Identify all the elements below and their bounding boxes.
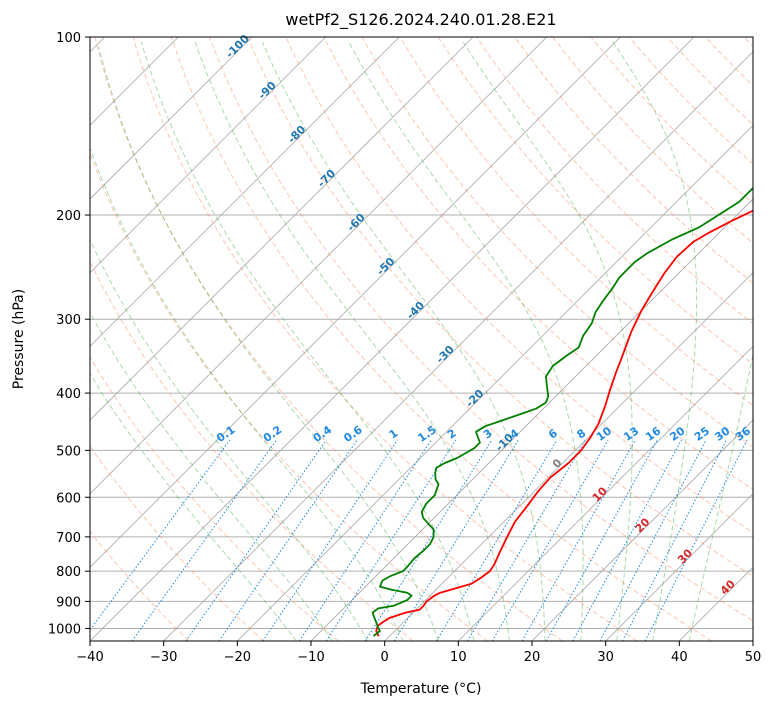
isotherm-line bbox=[90, 37, 547, 495]
mixing-ratio-line bbox=[621, 439, 727, 641]
x-tick-label: 30 bbox=[597, 650, 614, 665]
mixing-ratio-line bbox=[218, 439, 358, 641]
x-tick-label: −30 bbox=[150, 650, 177, 665]
moist-adiabat-line bbox=[688, 352, 753, 641]
dry-adiabat-line bbox=[170, 37, 712, 641]
dry-adiabat-line bbox=[552, 37, 753, 244]
isotherm-line bbox=[237, 124, 753, 641]
x-tick-label: 20 bbox=[524, 650, 541, 665]
dry-adiabat-line bbox=[361, 37, 753, 448]
y-tick-label: 100 bbox=[56, 31, 81, 46]
x-tick-label: −10 bbox=[297, 650, 324, 665]
temperature-profile-line bbox=[375, 209, 753, 637]
moist-adiabat-line bbox=[90, 311, 333, 641]
mixing-ratio-line bbox=[467, 439, 586, 641]
y-tick-label: 400 bbox=[56, 387, 81, 402]
x-tick-label: −20 bbox=[224, 650, 251, 665]
dry-adiabat-line bbox=[285, 37, 753, 534]
mixing-ratio-line bbox=[298, 439, 432, 641]
chart-series bbox=[371, 186, 753, 637]
isotherm-line bbox=[458, 345, 753, 641]
plot-area bbox=[90, 37, 753, 641]
mixing-ratio-line bbox=[393, 439, 519, 641]
chart-axes: −40 −30 −20 −10 0 10 20 30 40 50 100 200 300 400 500 60… bbox=[48, 31, 761, 665]
plot-background bbox=[90, 37, 753, 641]
isotherm-line bbox=[752, 640, 753, 641]
isotherm-line bbox=[90, 37, 400, 347]
x-tick-label: 40 bbox=[671, 650, 688, 665]
y-tick-label: 900 bbox=[56, 595, 81, 610]
dry-adiabat-line bbox=[437, 37, 753, 365]
isotherm-line bbox=[531, 419, 753, 641]
y-tick-label: 800 bbox=[56, 565, 81, 580]
dry-adiabat-line bbox=[323, 37, 753, 491]
mixing-ratio-line bbox=[572, 439, 682, 641]
y-tick-label: 500 bbox=[56, 444, 81, 459]
y-tick-label: 1000 bbox=[48, 622, 81, 637]
mixing-ratio-line bbox=[491, 439, 609, 641]
isotherm-line bbox=[163, 51, 753, 641]
dry-adiabat-line bbox=[476, 37, 753, 325]
chart-title: wetPf2_S126.2024.240.01.28.E21 bbox=[285, 10, 556, 30]
mixing-ratio-line bbox=[644, 439, 748, 641]
dry-adiabat-line bbox=[399, 37, 753, 407]
moist-adiabat-line bbox=[348, 41, 584, 641]
x-tick-label: 10 bbox=[450, 650, 467, 665]
isotherm-line bbox=[90, 37, 621, 568]
isotherm-line bbox=[90, 37, 326, 274]
dry-adiabat-line bbox=[90, 356, 339, 641]
isotherm-line bbox=[310, 198, 753, 641]
isotherm-line bbox=[90, 37, 253, 200]
x-tick-label: 50 bbox=[745, 650, 762, 665]
isotherm-line bbox=[384, 272, 753, 641]
moist-adiabat-line bbox=[90, 372, 297, 641]
isotherm-line bbox=[90, 37, 695, 641]
y-tick-label: 700 bbox=[56, 531, 81, 546]
dry-adiabat-line bbox=[247, 37, 753, 577]
moist-adiabat-line bbox=[90, 146, 404, 641]
mixing-ratio-line bbox=[325, 439, 457, 641]
y-tick-label: 300 bbox=[56, 313, 81, 328]
dry-adiabat-line bbox=[90, 152, 488, 641]
isotherm-line bbox=[90, 37, 474, 421]
moist-adiabat-line bbox=[90, 238, 369, 641]
dry-adiabat-line bbox=[90, 260, 414, 641]
y-tick-label: 200 bbox=[56, 209, 81, 224]
x-axis-title: Temperature (°C) bbox=[360, 681, 482, 697]
y-tick-label: 600 bbox=[56, 491, 81, 506]
isotherm-line bbox=[605, 493, 753, 641]
moist-adiabat-line bbox=[194, 41, 510, 641]
mixing-ratio-line bbox=[599, 439, 707, 641]
moist-adiabat-line bbox=[261, 41, 546, 641]
x-tick-label: −40 bbox=[76, 650, 103, 665]
y-axis-title: Pressure (hPa) bbox=[11, 289, 27, 389]
mixing-ratio-line bbox=[435, 439, 558, 641]
mixing-ratio-line bbox=[131, 439, 278, 641]
moist-adiabat-line bbox=[140, 41, 475, 641]
plot-frame bbox=[89, 36, 754, 642]
x-tick-label: 0 bbox=[381, 650, 389, 665]
moist-adiabat-line bbox=[98, 46, 439, 641]
dry-adiabat-line bbox=[132, 37, 638, 641]
chart-grid bbox=[90, 37, 753, 641]
dry-adiabat-line bbox=[90, 530, 190, 641]
dry-adiabat-line bbox=[590, 37, 753, 205]
mixing-ratio-line bbox=[185, 439, 327, 641]
moist-adiabat-line bbox=[612, 41, 698, 641]
dry-adiabat-line bbox=[94, 37, 563, 641]
dewpoint-profile-line bbox=[371, 186, 753, 637]
dry-adiabat-line bbox=[209, 37, 753, 622]
